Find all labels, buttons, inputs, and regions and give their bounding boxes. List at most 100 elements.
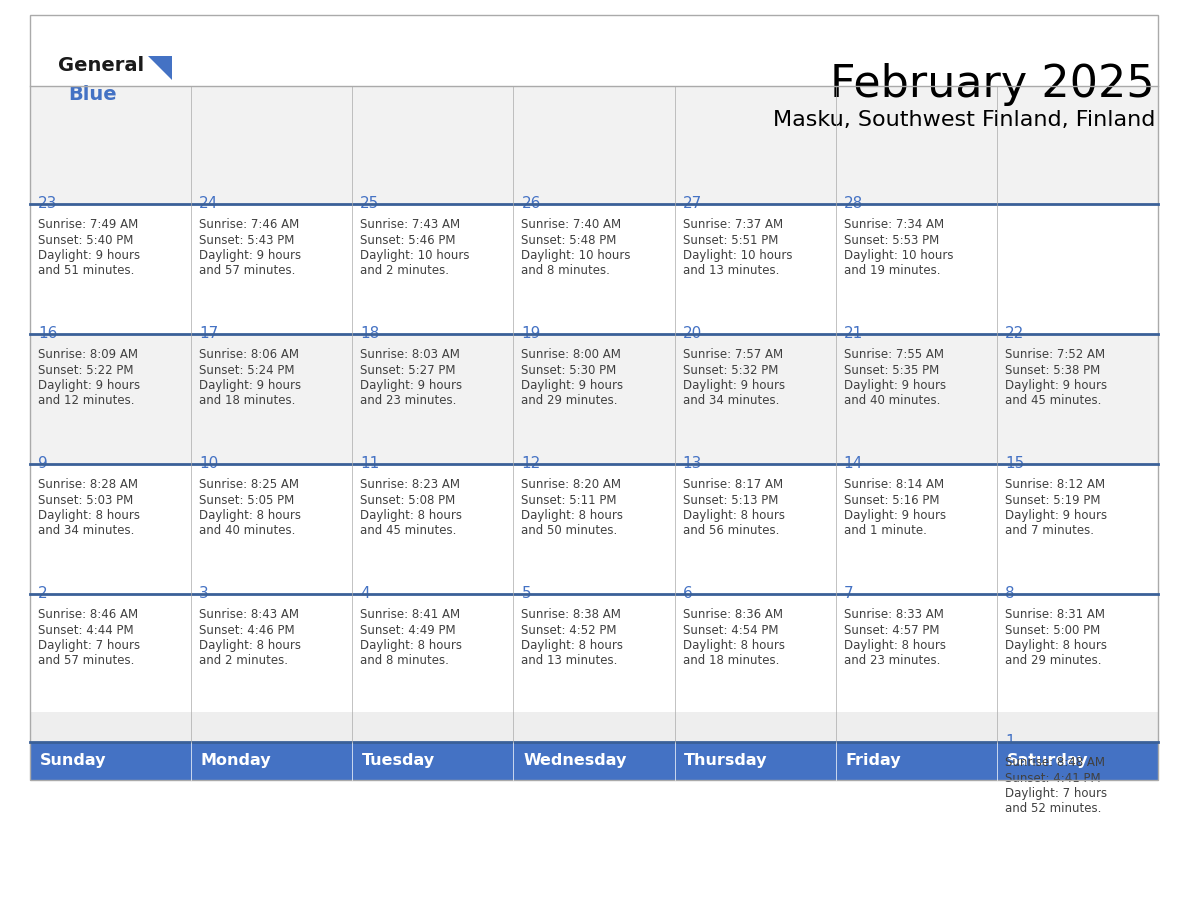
Text: Daylight: 8 hours: Daylight: 8 hours bbox=[38, 509, 140, 522]
Text: Daylight: 9 hours: Daylight: 9 hours bbox=[522, 379, 624, 392]
Text: and 13 minutes.: and 13 minutes. bbox=[522, 655, 618, 667]
Text: Sunrise: 8:48 AM: Sunrise: 8:48 AM bbox=[1005, 756, 1105, 769]
Text: Masku, Southwest Finland, Finland: Masku, Southwest Finland, Finland bbox=[772, 110, 1155, 130]
Text: 28: 28 bbox=[843, 196, 862, 211]
Polygon shape bbox=[148, 56, 172, 80]
Text: Sunset: 5:13 PM: Sunset: 5:13 PM bbox=[683, 494, 778, 507]
Text: Sunrise: 7:34 AM: Sunrise: 7:34 AM bbox=[843, 218, 943, 231]
Text: 12: 12 bbox=[522, 456, 541, 471]
Text: Sunset: 4:54 PM: Sunset: 4:54 PM bbox=[683, 623, 778, 636]
Text: Sunset: 5:27 PM: Sunset: 5:27 PM bbox=[360, 364, 456, 376]
Text: 18: 18 bbox=[360, 326, 379, 341]
Text: Daylight: 8 hours: Daylight: 8 hours bbox=[200, 639, 301, 652]
Text: Sunrise: 8:06 AM: Sunrise: 8:06 AM bbox=[200, 348, 299, 361]
Text: Sunrise: 8:25 AM: Sunrise: 8:25 AM bbox=[200, 478, 299, 491]
Text: and 8 minutes.: and 8 minutes. bbox=[360, 655, 449, 667]
Text: and 23 minutes.: and 23 minutes. bbox=[843, 655, 940, 667]
Text: Sunrise: 8:03 AM: Sunrise: 8:03 AM bbox=[360, 348, 460, 361]
Text: Sunset: 4:52 PM: Sunset: 4:52 PM bbox=[522, 623, 617, 636]
Text: Tuesday: Tuesday bbox=[362, 754, 435, 768]
Text: Sunrise: 8:31 AM: Sunrise: 8:31 AM bbox=[1005, 608, 1105, 621]
Text: Daylight: 8 hours: Daylight: 8 hours bbox=[843, 639, 946, 652]
Text: and 56 minutes.: and 56 minutes. bbox=[683, 524, 779, 538]
Text: 9: 9 bbox=[38, 456, 48, 471]
Text: Sunset: 5:05 PM: Sunset: 5:05 PM bbox=[200, 494, 295, 507]
Text: 21: 21 bbox=[843, 326, 862, 341]
Text: Sunset: 5:08 PM: Sunset: 5:08 PM bbox=[360, 494, 455, 507]
Text: Sunset: 5:51 PM: Sunset: 5:51 PM bbox=[683, 233, 778, 247]
Text: Sunrise: 8:17 AM: Sunrise: 8:17 AM bbox=[683, 478, 783, 491]
Text: 13: 13 bbox=[683, 456, 702, 471]
Text: and 29 minutes.: and 29 minutes. bbox=[522, 395, 618, 408]
Text: Sunset: 5:48 PM: Sunset: 5:48 PM bbox=[522, 233, 617, 247]
Text: February 2025: February 2025 bbox=[830, 63, 1155, 106]
Text: Sunrise: 7:37 AM: Sunrise: 7:37 AM bbox=[683, 218, 783, 231]
Text: and 51 minutes.: and 51 minutes. bbox=[38, 264, 134, 277]
Text: Sunset: 5:46 PM: Sunset: 5:46 PM bbox=[360, 233, 456, 247]
Bar bbox=[30, 334, 1158, 464]
Text: 27: 27 bbox=[683, 196, 702, 211]
Text: Sunrise: 8:33 AM: Sunrise: 8:33 AM bbox=[843, 608, 943, 621]
Text: Sunset: 5:22 PM: Sunset: 5:22 PM bbox=[38, 364, 133, 376]
Bar bbox=[30, 712, 1158, 742]
Text: and 52 minutes.: and 52 minutes. bbox=[1005, 802, 1101, 815]
Text: Daylight: 9 hours: Daylight: 9 hours bbox=[38, 379, 140, 392]
Text: and 8 minutes.: and 8 minutes. bbox=[522, 264, 611, 277]
Text: Sunrise: 7:55 AM: Sunrise: 7:55 AM bbox=[843, 348, 943, 361]
Text: Sunrise: 7:40 AM: Sunrise: 7:40 AM bbox=[522, 218, 621, 231]
Text: Sunrise: 8:38 AM: Sunrise: 8:38 AM bbox=[522, 608, 621, 621]
Text: Sunrise: 8:28 AM: Sunrise: 8:28 AM bbox=[38, 478, 138, 491]
Bar bbox=[30, 594, 1158, 712]
Text: Sunset: 5:16 PM: Sunset: 5:16 PM bbox=[843, 494, 940, 507]
Text: Sunset: 4:57 PM: Sunset: 4:57 PM bbox=[843, 623, 940, 636]
Text: and 29 minutes.: and 29 minutes. bbox=[1005, 655, 1101, 667]
Text: 23: 23 bbox=[38, 196, 57, 211]
Text: Daylight: 9 hours: Daylight: 9 hours bbox=[360, 379, 462, 392]
Text: and 18 minutes.: and 18 minutes. bbox=[200, 395, 296, 408]
Text: and 34 minutes.: and 34 minutes. bbox=[683, 395, 779, 408]
Text: and 18 minutes.: and 18 minutes. bbox=[683, 655, 779, 667]
Text: Sunset: 5:32 PM: Sunset: 5:32 PM bbox=[683, 364, 778, 376]
Text: and 12 minutes.: and 12 minutes. bbox=[38, 395, 134, 408]
Bar bbox=[30, 204, 1158, 334]
Text: and 50 minutes.: and 50 minutes. bbox=[522, 524, 618, 538]
Text: Daylight: 7 hours: Daylight: 7 hours bbox=[1005, 787, 1107, 800]
Text: 10: 10 bbox=[200, 456, 219, 471]
Text: Daylight: 9 hours: Daylight: 9 hours bbox=[683, 379, 785, 392]
Text: Sunset: 5:43 PM: Sunset: 5:43 PM bbox=[200, 233, 295, 247]
Text: Daylight: 7 hours: Daylight: 7 hours bbox=[38, 639, 140, 652]
Text: Sunset: 4:46 PM: Sunset: 4:46 PM bbox=[200, 623, 295, 636]
Text: Sunrise: 8:41 AM: Sunrise: 8:41 AM bbox=[360, 608, 461, 621]
Text: Sunrise: 8:36 AM: Sunrise: 8:36 AM bbox=[683, 608, 783, 621]
Text: Daylight: 8 hours: Daylight: 8 hours bbox=[360, 509, 462, 522]
Text: and 34 minutes.: and 34 minutes. bbox=[38, 524, 134, 538]
Text: Sunset: 5:35 PM: Sunset: 5:35 PM bbox=[843, 364, 939, 376]
Text: Sunset: 5:24 PM: Sunset: 5:24 PM bbox=[200, 364, 295, 376]
Text: Sunrise: 8:46 AM: Sunrise: 8:46 AM bbox=[38, 608, 138, 621]
Text: 17: 17 bbox=[200, 326, 219, 341]
Text: Sunset: 4:49 PM: Sunset: 4:49 PM bbox=[360, 623, 456, 636]
Text: and 1 minute.: and 1 minute. bbox=[843, 524, 927, 538]
Text: Thursday: Thursday bbox=[684, 754, 767, 768]
Text: Sunrise: 7:46 AM: Sunrise: 7:46 AM bbox=[200, 218, 299, 231]
Text: Daylight: 9 hours: Daylight: 9 hours bbox=[843, 509, 946, 522]
Text: and 40 minutes.: and 40 minutes. bbox=[843, 395, 940, 408]
Text: 25: 25 bbox=[360, 196, 379, 211]
Text: 24: 24 bbox=[200, 196, 219, 211]
Text: 19: 19 bbox=[522, 326, 541, 341]
Text: and 23 minutes.: and 23 minutes. bbox=[360, 395, 456, 408]
Text: Sunrise: 8:00 AM: Sunrise: 8:00 AM bbox=[522, 348, 621, 361]
Text: Daylight: 10 hours: Daylight: 10 hours bbox=[360, 249, 469, 262]
Text: Sunrise: 8:09 AM: Sunrise: 8:09 AM bbox=[38, 348, 138, 361]
Text: Daylight: 10 hours: Daylight: 10 hours bbox=[522, 249, 631, 262]
Text: 6: 6 bbox=[683, 586, 693, 601]
Text: Sunrise: 7:49 AM: Sunrise: 7:49 AM bbox=[38, 218, 138, 231]
Text: Sunset: 5:19 PM: Sunset: 5:19 PM bbox=[1005, 494, 1100, 507]
Text: Sunrise: 7:52 AM: Sunrise: 7:52 AM bbox=[1005, 348, 1105, 361]
Text: Sunset: 5:03 PM: Sunset: 5:03 PM bbox=[38, 494, 133, 507]
Text: and 57 minutes.: and 57 minutes. bbox=[38, 655, 134, 667]
Text: Sunset: 5:30 PM: Sunset: 5:30 PM bbox=[522, 364, 617, 376]
Text: Sunset: 4:44 PM: Sunset: 4:44 PM bbox=[38, 623, 133, 636]
Text: Daylight: 8 hours: Daylight: 8 hours bbox=[522, 509, 624, 522]
Text: 8: 8 bbox=[1005, 586, 1015, 601]
